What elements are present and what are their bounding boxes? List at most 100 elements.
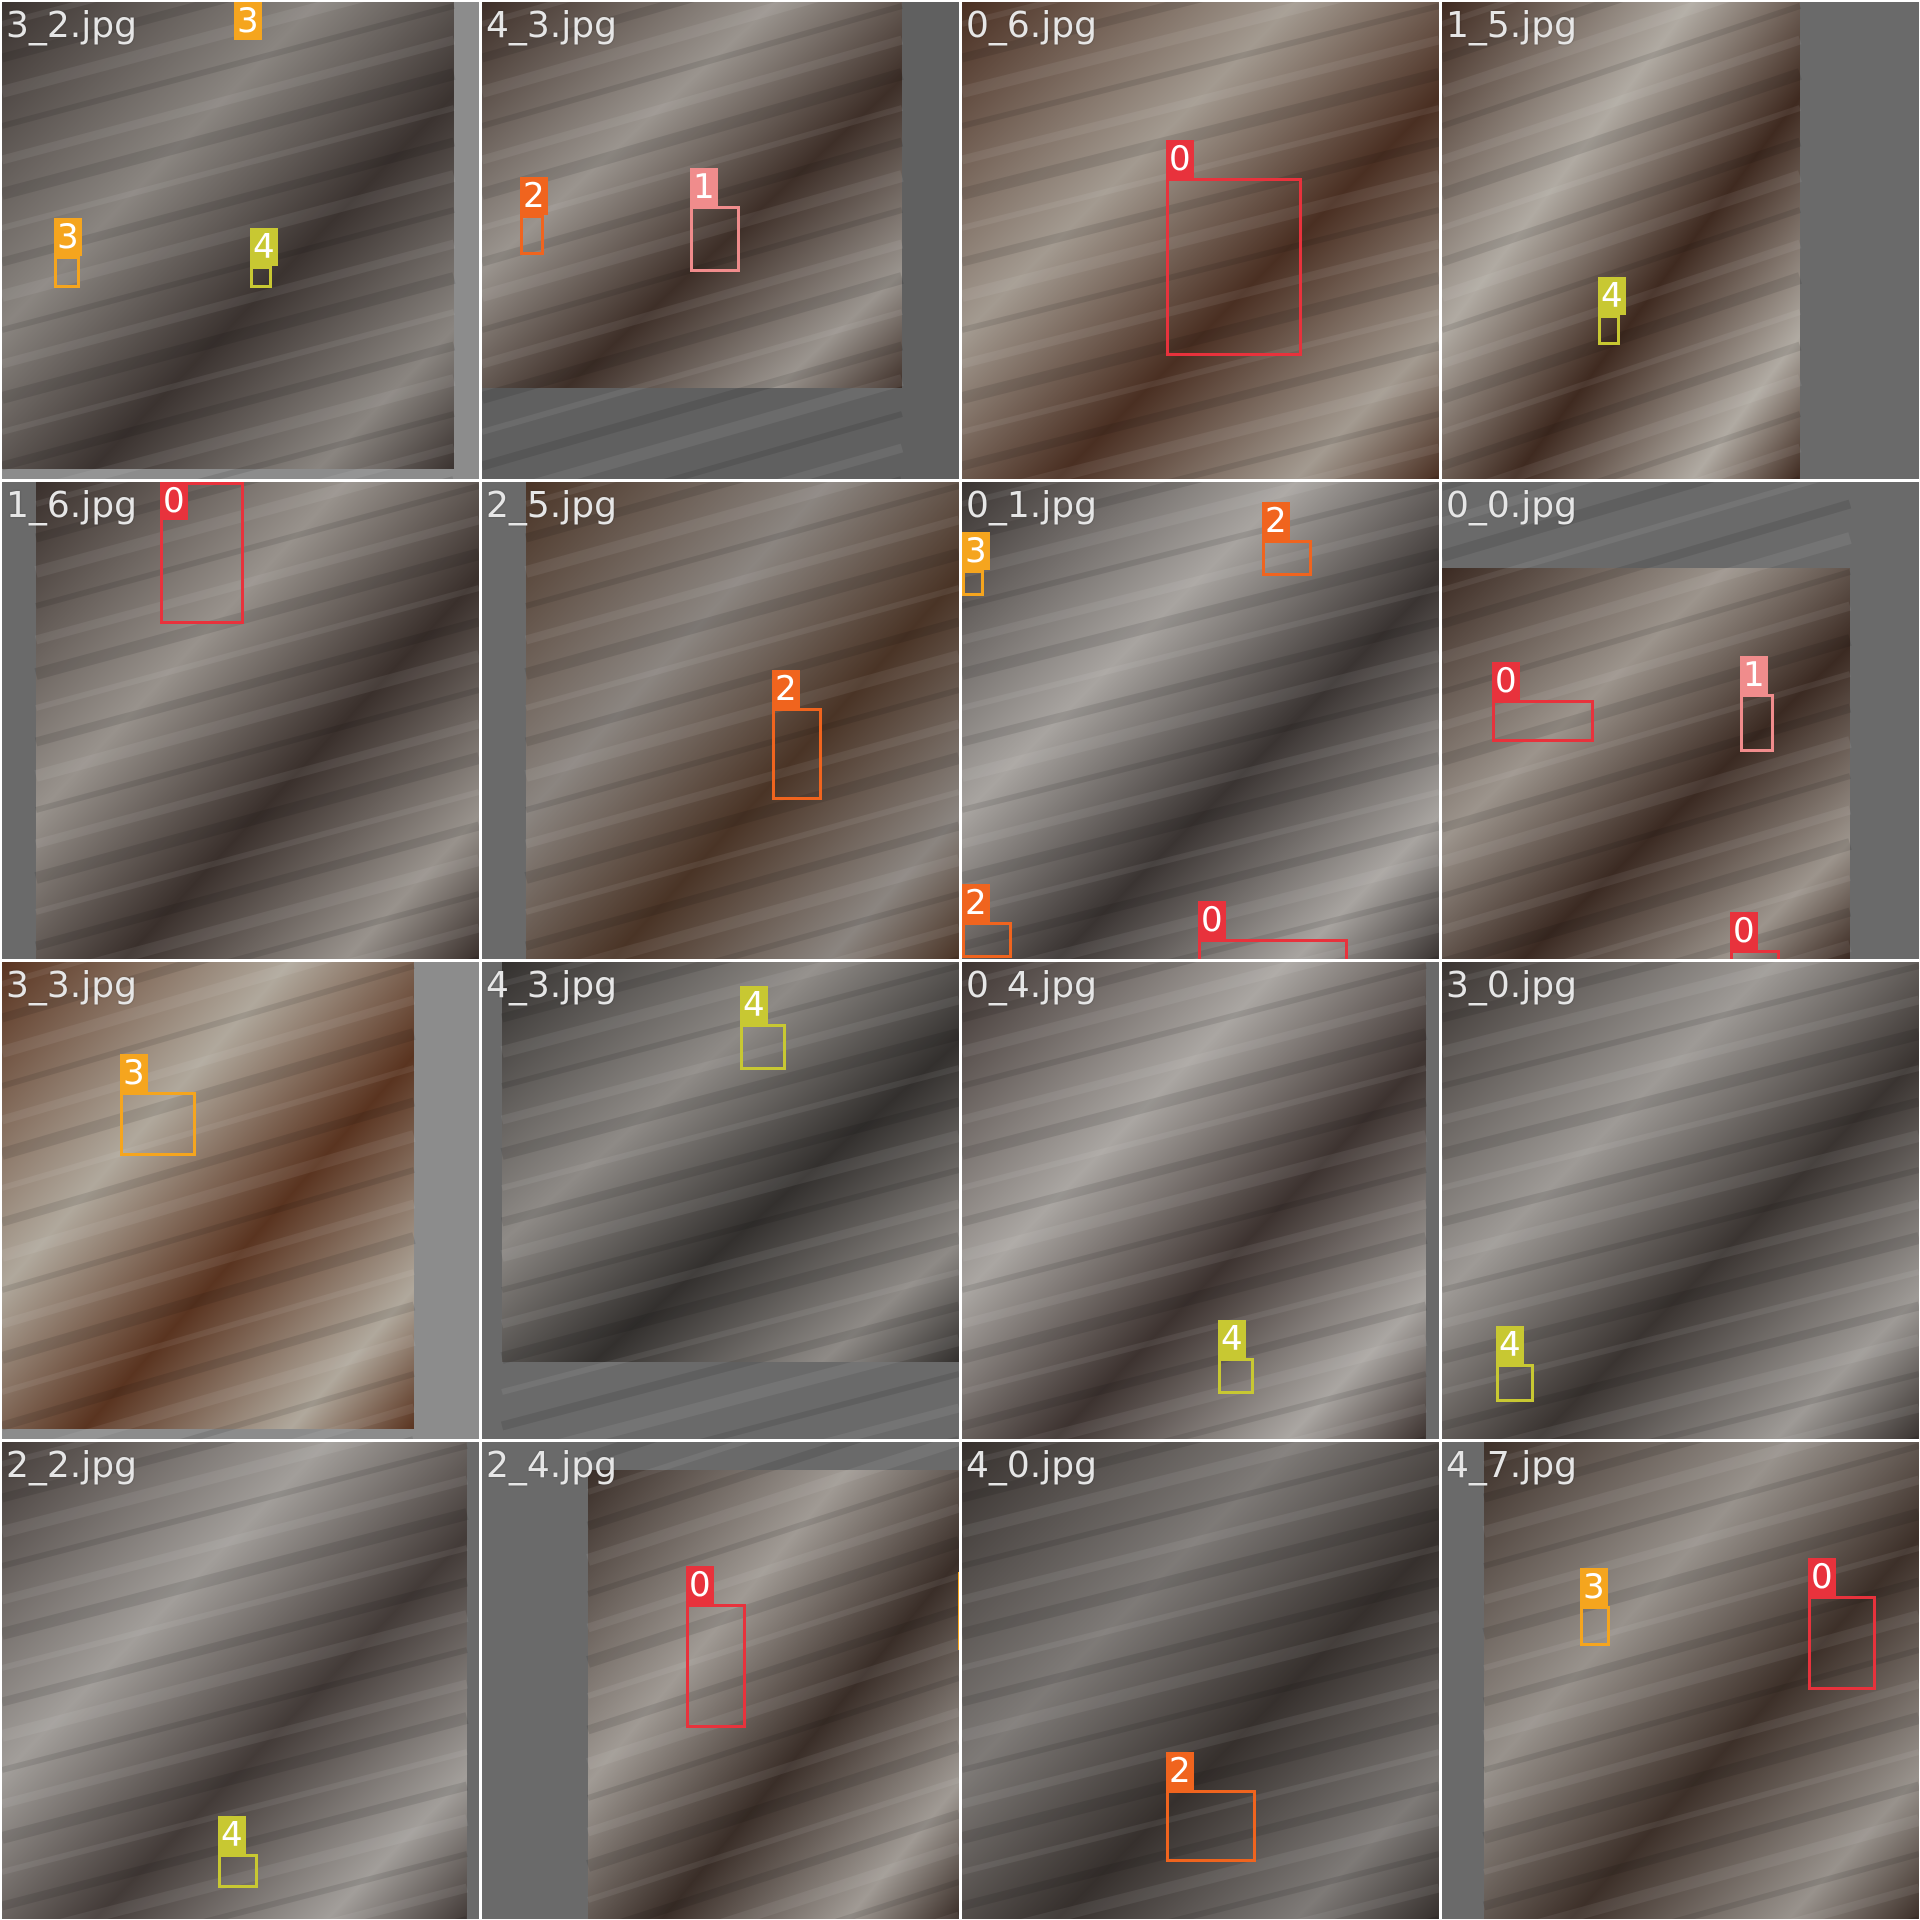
wood-grain <box>1674 907 1852 959</box>
wood-grain <box>500 1232 959 1364</box>
wood-grain <box>52 1334 416 1439</box>
wood-grain <box>501 962 598 987</box>
detection-box <box>1496 1364 1534 1402</box>
wood-grain <box>2 1545 468 1671</box>
wood-grain <box>525 482 617 507</box>
wood-grain <box>587 1777 959 1903</box>
tile-filename: 3_2.jpg <box>6 5 137 46</box>
wood-grain <box>962 1301 1428 1431</box>
tile-photo <box>2 2 456 479</box>
wood-grain <box>291 1403 416 1439</box>
wood-grain <box>2 2 97 27</box>
wood-grain <box>2 1475 469 1605</box>
wood-grain <box>2 1712 469 1844</box>
wood-grain <box>1482 1442 1833 1538</box>
wood-grain <box>197 411 455 479</box>
wood-grain <box>558 1334 959 1439</box>
tile-photo <box>962 2 1439 479</box>
detection-box <box>690 206 740 272</box>
tile-filename: 0_6.jpg <box>966 5 1097 46</box>
wood-grain <box>34 752 479 884</box>
wood-grain <box>2 962 211 1023</box>
wood-grain <box>328 1883 469 1919</box>
wood-grain <box>962 548 1439 680</box>
wood-grain <box>587 1573 959 1699</box>
wood-grain <box>1168 1851 1439 1919</box>
wood-grain <box>524 482 745 543</box>
wood-grain <box>962 341 1439 471</box>
wood-grain <box>525 585 959 711</box>
wood-grain <box>500 1199 959 1329</box>
wood-grain <box>203 1851 468 1919</box>
wood-grain <box>2 1232 416 1364</box>
detection-box <box>1166 178 1302 356</box>
detection-class-label: 2 <box>1262 502 1290 540</box>
wood-grain <box>501 1167 959 1293</box>
wood-grain <box>1019 1334 1428 1439</box>
tile-photo <box>1442 2 1802 479</box>
wood-grain <box>962 483 1439 609</box>
wood-surface <box>962 482 1439 959</box>
wood-grain <box>1563 875 1851 959</box>
wood-grain <box>1672 1851 1919 1919</box>
tile-filename: 0_0.jpg <box>1446 485 1577 526</box>
wood-grain <box>34 482 392 578</box>
wood-grain <box>2 1442 375 1538</box>
detection-class-label: 4 <box>250 228 278 266</box>
tile-filename: 0_4.jpg <box>966 965 1097 1006</box>
wood-grain <box>619 1809 959 1919</box>
wood-grain <box>1482 1679 1919 1809</box>
wood-grain <box>962 1028 1428 1160</box>
wood-grain <box>59 1814 469 1919</box>
wood-grain <box>1482 1577 1919 1707</box>
wood-grain <box>713 891 959 959</box>
wood-grain <box>962 1442 1204 1503</box>
detection-box <box>1166 1790 1256 1862</box>
wood-grain <box>962 482 1062 507</box>
wood-grain <box>1442 499 1852 629</box>
wood-grain <box>1442 963 1919 1089</box>
wood-grain <box>1442 2 1624 63</box>
wood-grain <box>1483 1442 1576 1467</box>
wood-grain <box>586 1605 959 1735</box>
wood-grain <box>586 1536 959 1668</box>
wood-grain <box>1442 1167 1919 1293</box>
wood-grain <box>57 374 456 479</box>
wood-grain <box>500 1028 959 1160</box>
wood-grain <box>525 789 959 915</box>
wood-grain <box>962 821 1439 951</box>
wood-grain <box>319 443 456 479</box>
wood-grain <box>587 1675 959 1801</box>
wood-grain <box>34 719 479 849</box>
detection-box <box>520 215 544 255</box>
wood-grain <box>501 1269 959 1395</box>
wood-grain <box>1442 962 1825 1058</box>
tile-photo <box>524 482 959 959</box>
detection-class-label: 0 <box>1198 901 1226 939</box>
wood-grain <box>34 548 479 680</box>
detection-class-label: 3 <box>120 1054 148 1092</box>
wood-grain <box>1020 374 1439 479</box>
wood-grain <box>2 68 456 200</box>
wood-grain <box>962 1167 1427 1293</box>
wood-grain <box>1297 1883 1439 1919</box>
detection-class-label: 0 <box>1492 662 1520 700</box>
wood-grain <box>1442 272 1802 404</box>
wood-grain <box>1482 1712 1919 1844</box>
detection-class-label: 2 <box>962 884 990 922</box>
wood-grain <box>533 374 904 479</box>
wood-surface <box>2 962 414 1429</box>
wood-grain <box>1482 1610 1919 1742</box>
detection-box <box>218 1854 258 1888</box>
wood-grain <box>1442 1028 1919 1160</box>
wood-grain <box>35 482 129 507</box>
mosaic-tile: 2_4.jpg 0 3 <box>482 1442 959 1919</box>
tile-filename: 2_2.jpg <box>6 1445 137 1486</box>
wood-grain <box>1485 374 1802 479</box>
detection-box <box>1218 1358 1254 1394</box>
wood-grain <box>2 963 415 1089</box>
wood-grain <box>962 272 1439 404</box>
wood-grain <box>1442 137 1802 267</box>
wood-grain <box>962 1647 1439 1773</box>
